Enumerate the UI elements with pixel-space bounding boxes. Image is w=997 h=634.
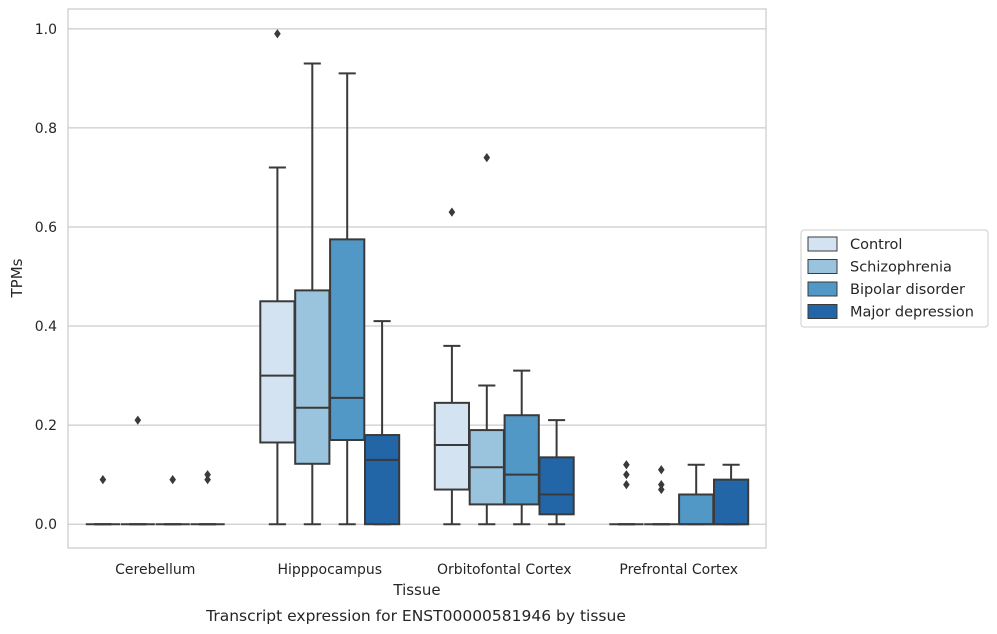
outlier-point	[204, 475, 211, 485]
box-body	[538, 456, 575, 516]
y-axis-label: TPMs	[8, 258, 26, 298]
box-major-depression	[363, 320, 401, 526]
box-bipolar-disorder	[678, 463, 715, 526]
box-schizophrenia	[644, 465, 679, 526]
outlier-point	[204, 470, 211, 480]
y-tick-label: 0.0	[35, 517, 57, 533]
legend-swatch	[807, 259, 838, 274]
box-schizophrenia	[294, 62, 331, 526]
box-body	[363, 434, 401, 526]
legend: Control Schizophrenia Bipolar disorder Majo…	[800, 229, 989, 328]
plot-frame	[67, 8, 767, 549]
box-plot-marks	[85, 29, 750, 526]
box-body	[712, 478, 750, 526]
x-tick-label: Cerebellum	[115, 562, 195, 578]
box-major-depression	[190, 470, 225, 526]
box-schizophrenia	[120, 415, 155, 526]
x-axis-ticks: Cerebellum Hipppocampus Orbitofontal Corte…	[115, 562, 738, 578]
box-body	[433, 401, 471, 491]
y-tick-label: 0.8	[35, 121, 57, 137]
legend-label: Control	[850, 237, 902, 253]
chart-caption: Transcript expression for ENST0000058194…	[205, 607, 626, 625]
outlier-point	[448, 207, 456, 217]
outlier-point	[483, 153, 491, 163]
outlier-point	[134, 415, 142, 425]
legend-swatch	[807, 304, 838, 319]
y-tick-label: 0.6	[35, 220, 57, 236]
outlier-point	[657, 479, 665, 490]
legend-frame	[800, 229, 989, 328]
box-body	[259, 300, 296, 444]
outlier-point	[274, 29, 281, 39]
outlier-point	[623, 470, 630, 480]
box-bipolar-disorder	[155, 475, 190, 526]
y-tick-label: 0.2	[35, 418, 57, 434]
grid-lines	[68, 28, 766, 525]
y-tick-label: 0.4	[35, 319, 57, 335]
x-axis-label: Tissue	[392, 581, 440, 599]
x-tick-label: Hipppocampus	[277, 562, 382, 578]
legend-swatch	[807, 236, 838, 252]
outlier-point	[99, 475, 107, 485]
legend-label: Bipolar disorder	[850, 282, 965, 298]
box-control	[85, 475, 121, 526]
outlier-point	[623, 460, 630, 470]
box-bipolar-disorder	[503, 369, 540, 526]
outlier-point	[657, 484, 665, 495]
y-tick-label: 1.0	[35, 22, 57, 38]
box-body	[294, 289, 331, 465]
legend-label: Schizophrenia	[850, 260, 952, 276]
box-control	[433, 207, 471, 526]
legend-swatch	[807, 281, 838, 297]
outlier-point	[657, 465, 665, 475]
box-body	[503, 414, 540, 506]
box-control	[259, 29, 296, 526]
box-body	[678, 493, 715, 526]
x-tick-label: Prefrontal Cortex	[619, 562, 738, 578]
box-schizophrenia	[468, 153, 505, 526]
box-control	[609, 460, 644, 526]
box-bipolar-disorder	[329, 72, 366, 526]
box-body	[329, 238, 366, 442]
legend-label: Major depression	[850, 305, 974, 321]
outlier-point	[623, 479, 630, 490]
box-major-depression	[538, 419, 575, 526]
box-major-depression	[712, 463, 750, 526]
outlier-point	[169, 475, 177, 485]
y-axis-ticks: 0.0 0.2 0.4 0.6 0.8 1.0	[35, 22, 57, 533]
x-tick-label: Orbitofontal Cortex	[437, 562, 572, 578]
